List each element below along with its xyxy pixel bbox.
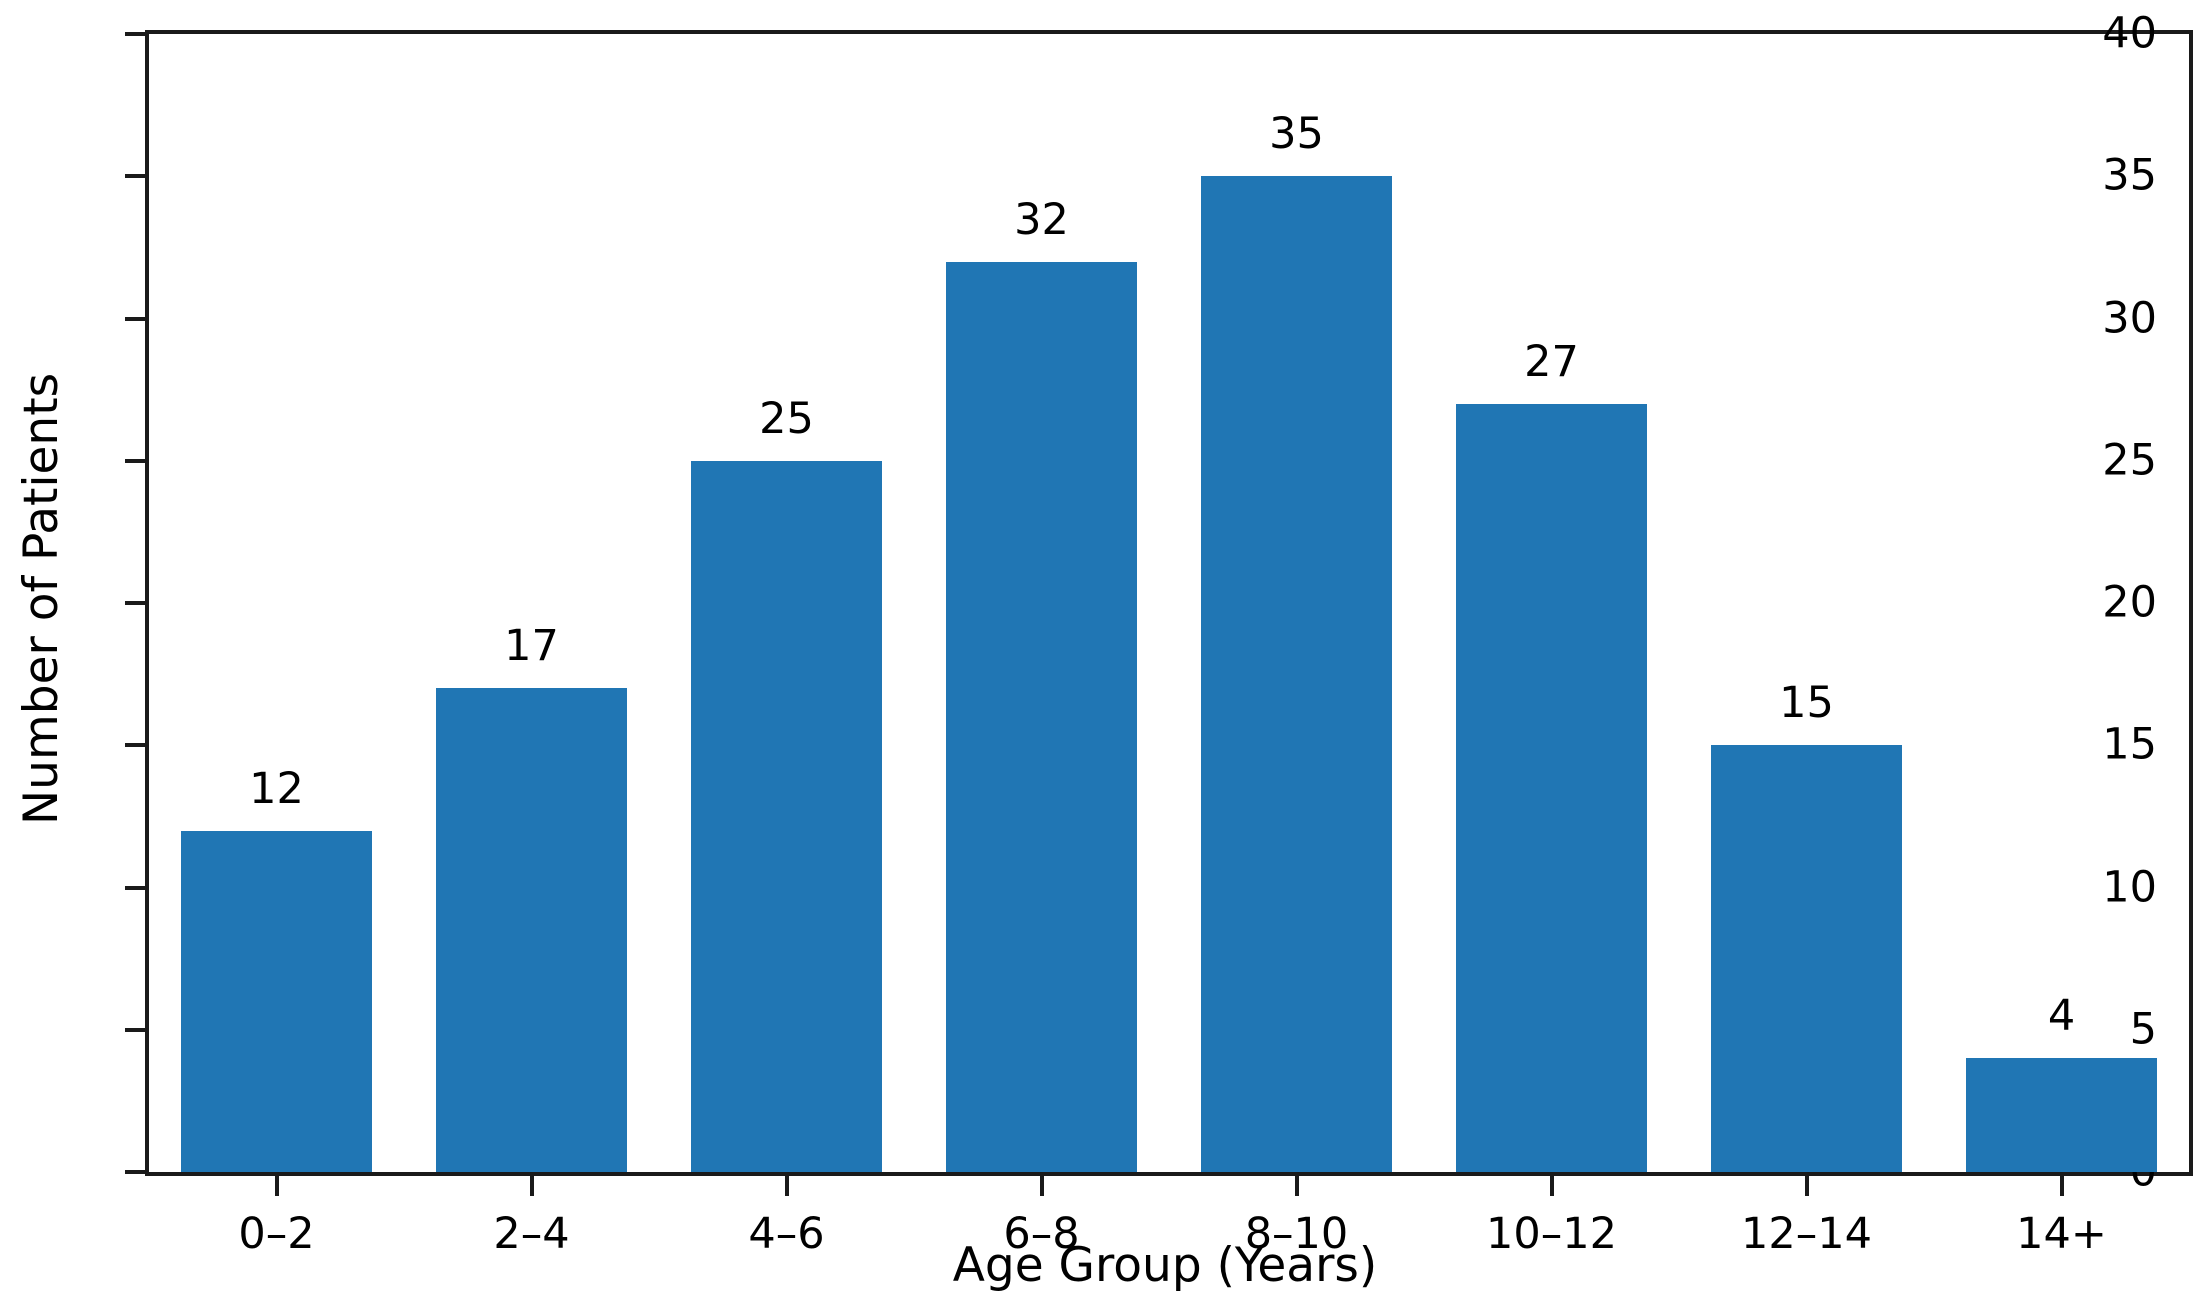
bar-slot: 25 4–6 xyxy=(659,34,914,1256)
y-tick-mark xyxy=(125,601,145,605)
bar-value-label: 15 xyxy=(1779,678,1834,729)
bar-slot: 12 0–2 xyxy=(149,34,404,1256)
bar-slot: 4 14+ xyxy=(1934,34,2189,1256)
y-tick-label: 35 xyxy=(2102,150,2157,201)
x-tick-label: 14+ xyxy=(2016,1209,2107,1259)
bar xyxy=(435,688,628,1172)
x-tick-mark xyxy=(1039,1176,1044,1196)
y-tick-label: 15 xyxy=(2102,719,2157,770)
bar xyxy=(690,460,883,1172)
x-tick-mark xyxy=(274,1176,279,1196)
y-tick-mark xyxy=(125,316,145,321)
plot-area: 0510152025303540 120–2172–4254–6326–8358… xyxy=(125,12,2193,1256)
y-tick-label: 5 xyxy=(2129,1004,2157,1055)
x-tick-label: 0–2 xyxy=(238,1209,315,1259)
x-tick-mark xyxy=(529,1176,534,1196)
bar-value-label: 27 xyxy=(1524,336,1579,387)
bar xyxy=(180,830,373,1172)
y-tick-label: 20 xyxy=(2102,577,2157,628)
bar-value-label: 35 xyxy=(1269,109,1324,160)
x-tick-mark xyxy=(1549,1176,1554,1196)
bar-value-label: 17 xyxy=(504,621,559,672)
bar xyxy=(1710,745,1903,1172)
y-tick-mark xyxy=(125,458,145,463)
x-tick-mark xyxy=(784,1176,789,1196)
y-tick-layer: 0510152025303540 xyxy=(125,12,2189,1193)
y-tick-mark xyxy=(125,174,145,179)
y-tick-label: 40 xyxy=(2102,8,2157,59)
x-tick-label: 12–14 xyxy=(1741,1209,1872,1259)
bar xyxy=(1965,1058,2158,1172)
y-tick-label: 10 xyxy=(2102,862,2157,912)
y-tick-mark xyxy=(125,885,145,890)
x-tick-mark xyxy=(1804,1176,1809,1196)
bars-layer: 12 0–2 17 2–4 25 4–6 32 6–8 35 8–10 27 10–12 15 12–14… xyxy=(149,34,2189,1256)
y-axis-title: Number of Patients xyxy=(14,372,69,826)
bar-slot: 35 8–10 xyxy=(1169,34,1424,1256)
x-tick-label: 4–6 xyxy=(748,1209,825,1259)
bar-slot: 27 10–12 xyxy=(1424,34,1679,1256)
bar xyxy=(1200,176,1393,1172)
x-tick-label: 8–10 xyxy=(1244,1209,1349,1259)
y-tick-label: 30 xyxy=(2102,293,2157,343)
x-tick-mark xyxy=(2059,1176,2064,1196)
bar-slot: 32 6–8 xyxy=(914,34,1169,1256)
y-tick-mark xyxy=(125,32,145,36)
y-tick-mark xyxy=(125,743,145,748)
bar xyxy=(1455,403,1648,1172)
bar-value-label: 4 xyxy=(2047,991,2076,1042)
x-tick-label: 10–12 xyxy=(1486,1209,1617,1259)
y-tick-mark xyxy=(125,1027,145,1032)
bar-slot: 15 12–14 xyxy=(1679,34,1934,1256)
y-tick-label: 25 xyxy=(2102,435,2157,486)
bar-value-label: 32 xyxy=(1014,194,1069,245)
bar-value-label: 25 xyxy=(759,393,814,444)
x-tick-mark xyxy=(1294,1176,1299,1196)
bar-value-label: 12 xyxy=(249,763,304,814)
x-tick-label: 2–4 xyxy=(493,1209,570,1259)
x-axis-title: Age Group (Years) xyxy=(952,1238,1378,1293)
bar xyxy=(945,261,1138,1172)
bar-slot: 17 2–4 xyxy=(404,34,659,1256)
y-tick-mark xyxy=(125,1170,145,1174)
x-tick-label: 6–8 xyxy=(1003,1209,1080,1259)
